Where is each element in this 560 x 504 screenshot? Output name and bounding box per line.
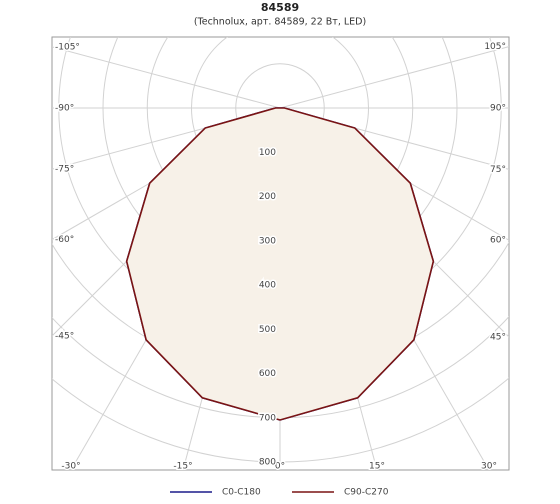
angle-tick-label: 75°	[490, 165, 506, 175]
angle-tick-label: 90°	[490, 104, 506, 114]
grid-spoke	[279, 46, 509, 109]
angle-tick-label: -90°	[55, 104, 74, 114]
curves	[125, 107, 435, 421]
legend-label: C90-C270	[344, 488, 389, 498]
r-tick-label: 500	[259, 325, 276, 335]
r-tick-label: 300	[259, 236, 276, 246]
angle-tick-label: 0°	[275, 462, 285, 472]
r-tick-label: 700	[259, 413, 276, 423]
angle-tick-label: 45°	[490, 333, 506, 343]
grid-spoke	[52, 46, 281, 109]
chart-subtitle: (Technolux, арт. 84589, 22 Вт, LED)	[194, 17, 366, 28]
angle-tick-label: -75°	[55, 165, 74, 175]
legend-label: C0-C180	[222, 488, 261, 498]
series-curve	[125, 107, 435, 421]
angle-tick-label: -60°	[55, 235, 74, 245]
r-tick-label: 400	[259, 281, 276, 291]
labels: -105° -90° -75° -60° -45° -30° -15° 0° 15° 30° 45°…	[54, 41, 508, 473]
angle-tick-label: 15°	[369, 462, 385, 472]
chart-title: 84589	[261, 1, 299, 14]
angle-tick-label: 30°	[481, 462, 497, 472]
r-tick-label: 200	[259, 192, 276, 202]
angle-tick-label: 60°	[490, 236, 506, 246]
r-tick-label: 800	[259, 458, 276, 468]
r-tick-label: 100	[259, 148, 276, 158]
angle-tick-label: -15°	[173, 462, 192, 472]
angle-tick-label: -105°	[55, 42, 80, 52]
r-tick-label: 600	[259, 369, 276, 379]
angle-tick-label: -30°	[61, 462, 80, 472]
angle-tick-label: 105°	[484, 42, 506, 52]
legend: C0-C180 C90-C270	[170, 488, 389, 498]
angle-tick-label: -45°	[55, 332, 74, 342]
